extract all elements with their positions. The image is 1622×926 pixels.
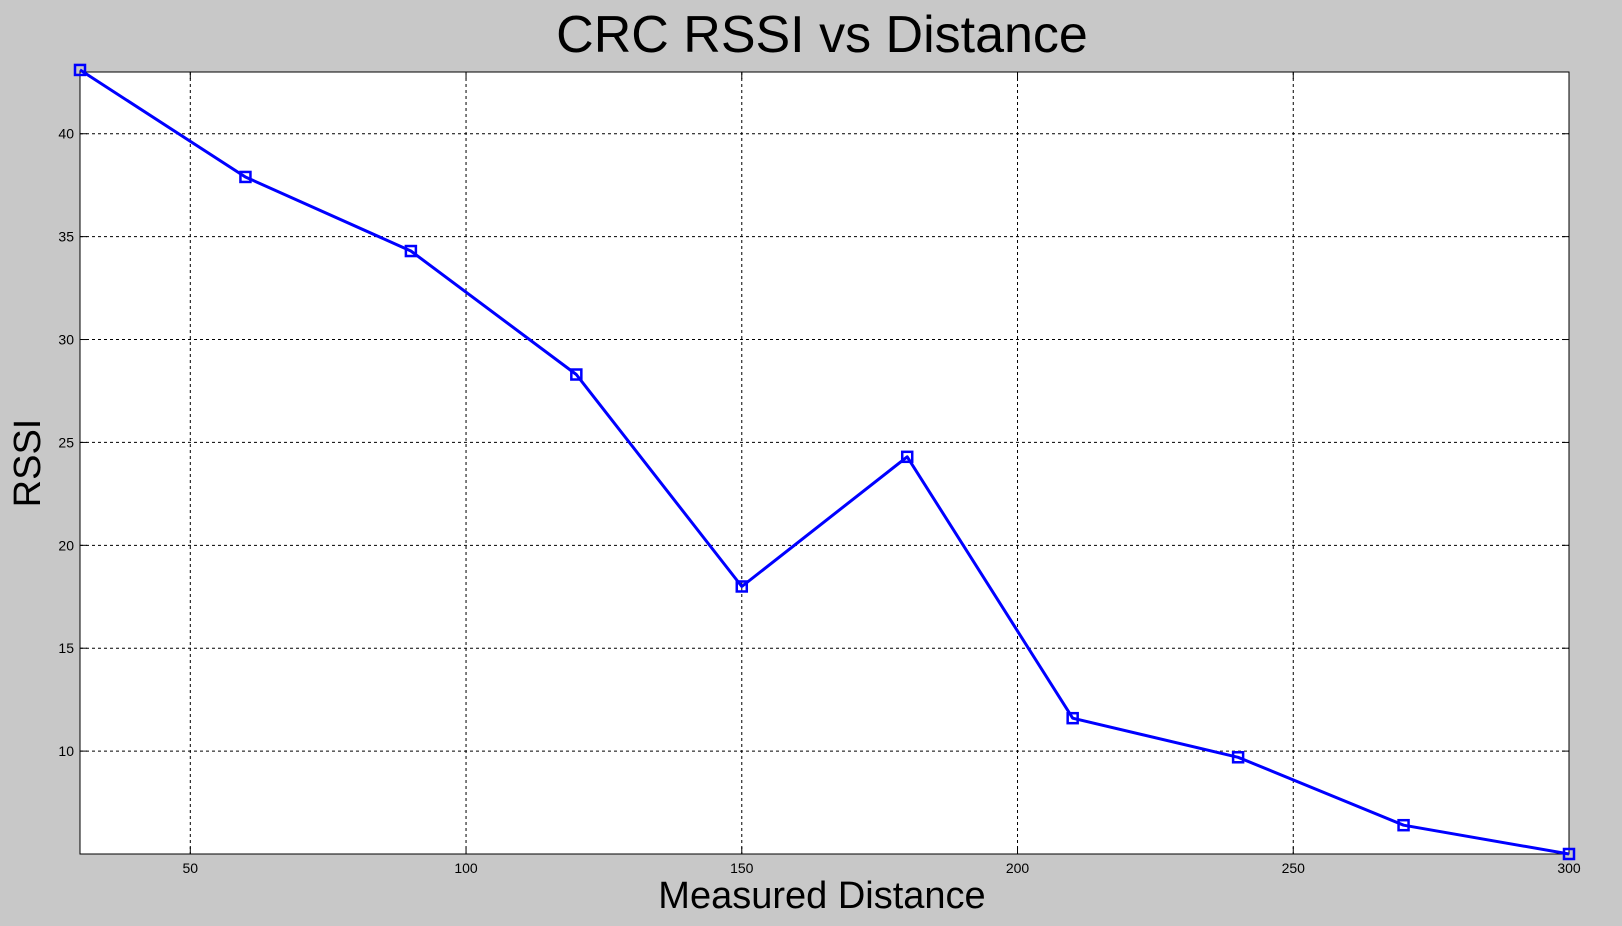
data-point-marker xyxy=(1066,711,1079,725)
grid-lines xyxy=(80,72,1570,854)
y-tick-label: 35 xyxy=(58,229,74,245)
y-tick-label: 20 xyxy=(58,537,74,553)
series-rssi xyxy=(73,63,1576,861)
data-point-marker xyxy=(1231,751,1245,764)
series-line xyxy=(79,68,1570,856)
chart-title: CRC RSSI vs Distance xyxy=(556,6,1088,64)
x-axis-ticks: 50 100 150 200 250 300 xyxy=(183,72,1581,876)
data-point-marker xyxy=(239,170,252,184)
y-tick-label: 15 xyxy=(58,640,74,656)
data-point-marker xyxy=(1562,847,1576,861)
data-point-marker xyxy=(900,450,914,464)
y-tick-label: 30 xyxy=(58,332,74,348)
x-axis-title: Measured Distance xyxy=(658,875,985,917)
y-axis-title: RSSI xyxy=(7,419,49,508)
x-tick-label: 150 xyxy=(730,860,754,876)
data-point-marker xyxy=(404,244,418,258)
plot-area xyxy=(79,71,1570,855)
x-tick-label: 50 xyxy=(183,860,199,876)
x-tick-label: 250 xyxy=(1282,860,1306,876)
x-tick-label: 300 xyxy=(1557,860,1581,876)
y-tick-label: 10 xyxy=(58,743,74,759)
y-tick-label: 40 xyxy=(58,126,74,142)
y-tick-label: 25 xyxy=(58,434,74,450)
data-point-marker xyxy=(73,63,87,77)
x-tick-label: 100 xyxy=(454,860,478,876)
data-point-marker xyxy=(570,368,583,381)
data-point-marker xyxy=(735,580,749,593)
x-tick-label: 200 xyxy=(1006,860,1030,876)
y-axis-ticks: 10 15 20 25 30 35 40 xyxy=(58,126,1569,759)
data-point-marker xyxy=(1397,818,1410,832)
